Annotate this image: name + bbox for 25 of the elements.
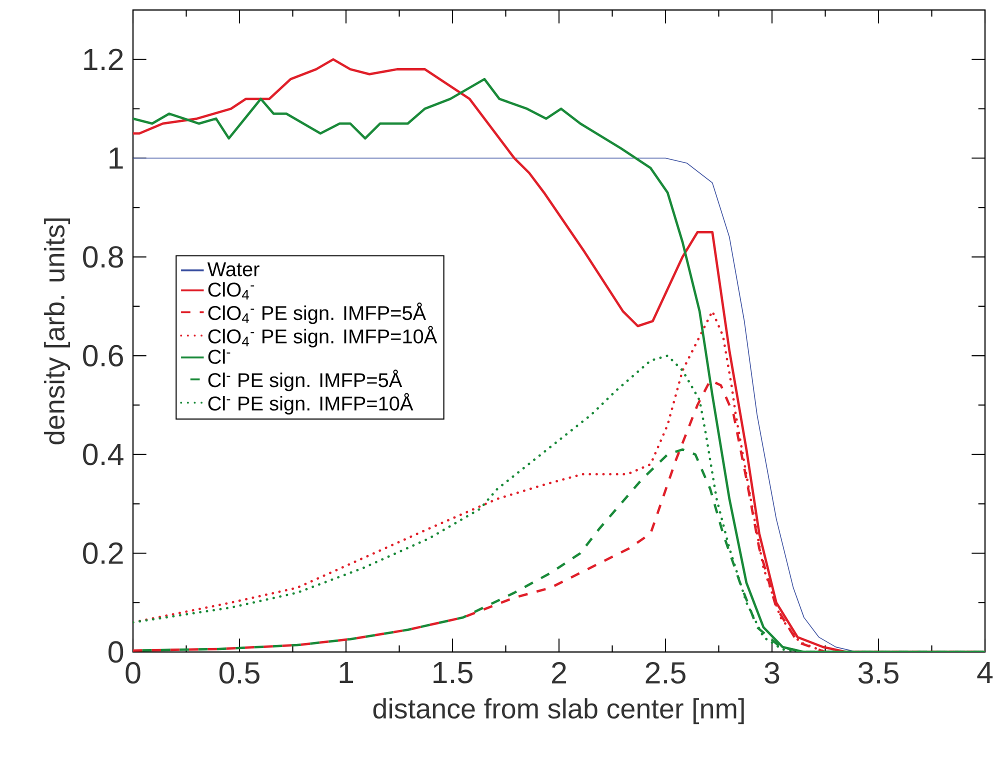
legend-label: ClO$_{4}$$^{-}$ PE sign. IMFP=10Å bbox=[208, 326, 438, 348]
y-tick-label: 0.2 bbox=[83, 542, 123, 564]
x-tick-label: 0.5 bbox=[219, 662, 260, 684]
y-tick-label: 0.6 bbox=[83, 344, 123, 366]
y-tick-label: 0.8 bbox=[83, 246, 123, 268]
legend-label: Cl$^{-}$ PE sign. IMFP=10Å bbox=[208, 393, 414, 415]
x-tick-label: 2.5 bbox=[646, 662, 686, 684]
x-tick-label: 3.5 bbox=[858, 662, 898, 684]
legend-label: Cl$^{-}$ PE sign. IMFP=5Å bbox=[208, 370, 402, 392]
legend-label: Water bbox=[207, 262, 260, 276]
y-tick-label: 0.4 bbox=[83, 444, 124, 466]
x-tick-label: 1.5 bbox=[434, 662, 472, 684]
y-tick-label: 0 bbox=[108, 641, 124, 663]
legend-label: ClO$_{4}$$^{-}$ PE sign. IMFP=5Å bbox=[208, 302, 426, 324]
legend-label: ClO$_{4}$- bbox=[208, 282, 254, 300]
x-tick-label: 4 bbox=[977, 662, 993, 684]
x-tick-label: 3 bbox=[764, 662, 780, 684]
x-tick-label: 0 bbox=[126, 662, 140, 684]
legend-label: Cl$^{-}$ bbox=[208, 349, 230, 364]
y-axis-title: density [arb. units] bbox=[44, 218, 70, 444]
x-tick-label: 1 bbox=[340, 662, 354, 684]
y-tick-label: 1 bbox=[110, 148, 123, 169]
x-axis-title: distance from slab center [nm] bbox=[373, 698, 744, 724]
y-tick-label: 1.2 bbox=[84, 48, 123, 70]
x-tick-label: 2 bbox=[552, 662, 566, 684]
